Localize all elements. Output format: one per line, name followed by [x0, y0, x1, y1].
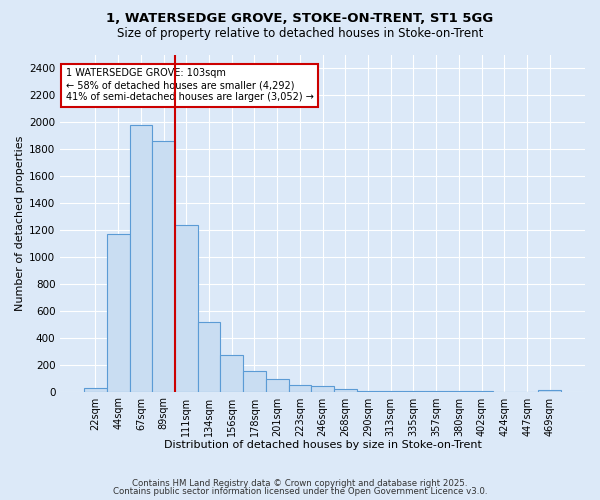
Bar [538, 390, 561, 392]
Text: Size of property relative to detached houses in Stoke-on-Trent: Size of property relative to detached ho… [117, 28, 483, 40]
Bar [311, 386, 334, 392]
X-axis label: Distribution of detached houses by size in Stoke-on-Trent: Distribution of detached houses by size … [164, 440, 482, 450]
Bar [198, 322, 220, 392]
Text: Contains HM Land Registry data © Crown copyright and database right 2025.: Contains HM Land Registry data © Crown c… [132, 478, 468, 488]
Bar [152, 141, 175, 392]
Bar [379, 390, 402, 392]
Bar [175, 224, 198, 392]
Bar [266, 380, 289, 392]
Bar [243, 370, 266, 392]
Y-axis label: Number of detached properties: Number of detached properties [15, 136, 25, 311]
Bar [334, 389, 357, 392]
Bar [107, 234, 130, 392]
Text: 1, WATERSEDGE GROVE, STOKE-ON-TRENT, ST1 5GG: 1, WATERSEDGE GROVE, STOKE-ON-TRENT, ST1… [106, 12, 494, 26]
Text: Contains public sector information licensed under the Open Government Licence v3: Contains public sector information licen… [113, 487, 487, 496]
Bar [357, 391, 379, 392]
Text: 1 WATERSEDGE GROVE: 103sqm
← 58% of detached houses are smaller (4,292)
41% of s: 1 WATERSEDGE GROVE: 103sqm ← 58% of deta… [65, 68, 313, 102]
Bar [220, 355, 243, 392]
Bar [289, 384, 311, 392]
Bar [130, 125, 152, 392]
Bar [84, 388, 107, 392]
